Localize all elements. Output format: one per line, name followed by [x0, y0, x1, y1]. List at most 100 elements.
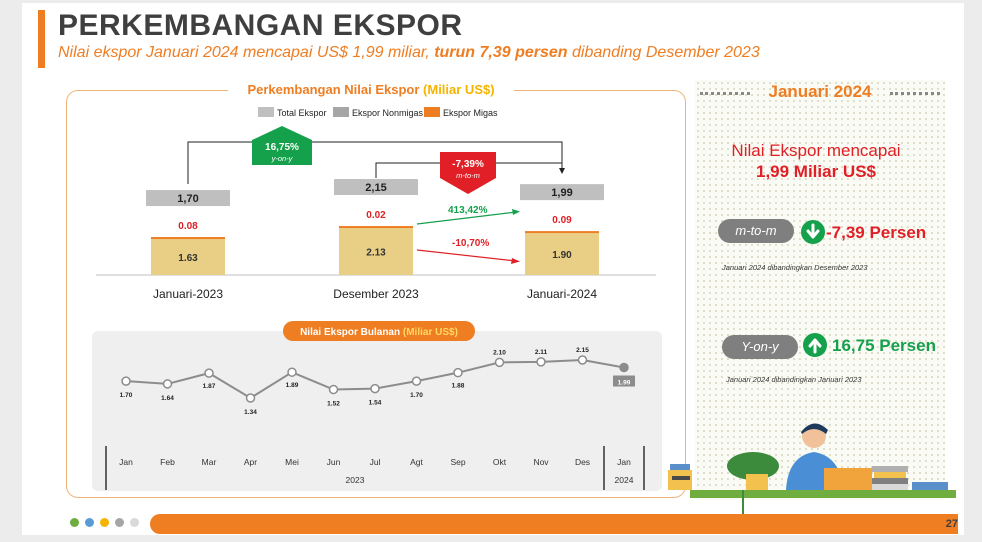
mtm-badge-value: -7,39% — [452, 159, 484, 170]
total-box-0 — [146, 190, 230, 207]
yoy-badge — [252, 126, 312, 165]
month-label-1: Feb — [160, 457, 175, 467]
page-number: 27 — [945, 518, 958, 530]
bar-legend: Total Ekspor Ekspor Nonmigas Ekspor Miga… — [258, 107, 498, 118]
line-point-10 — [536, 357, 546, 367]
line-label-0: 1.70 — [120, 392, 133, 399]
label-total-2: 1,99 — [551, 187, 572, 199]
dot-blue — [85, 518, 94, 527]
line-point-9 — [494, 357, 505, 368]
month-label-11: Des — [575, 457, 590, 467]
legend-swatch-nonmigas — [333, 107, 349, 117]
line-point-6 — [370, 383, 380, 394]
legend-label-nonmigas: Ekspor Nonmigas — [352, 108, 424, 118]
mtm-note: Januari 2024 dibandingkan Desember 2023 — [722, 263, 868, 272]
total-box-1 — [334, 179, 418, 196]
line-point-5 — [328, 384, 339, 395]
page-title: PERKEMBANGAN EKSPOR — [58, 9, 463, 42]
month-label-10: Nov — [533, 457, 549, 467]
category-label-1: Desember 2023 — [333, 287, 419, 301]
page-subtitle: Nilai ekspor Januari 2024 mencapai US$ 1… — [58, 44, 760, 61]
up-arrow-icon — [803, 333, 827, 357]
line-label-6: 1.54 — [369, 400, 382, 407]
line-chart-title: Nilai Ekspor Bulanan (Miliar US$) — [300, 327, 458, 338]
line-point-12 — [619, 362, 629, 373]
dot-lightgray — [130, 518, 139, 527]
total-box-2 — [520, 184, 604, 201]
month-label-5: Jun — [327, 457, 341, 467]
bar-nonmigas-0 — [151, 239, 225, 275]
year-label-2023: 2023 — [346, 475, 365, 485]
line-point-11 — [577, 355, 588, 365]
worker-illustration — [668, 423, 956, 516]
bar-migas-0 — [151, 237, 225, 240]
line-chart: 1.70 1.64 1.87 1.34 1.89 1.52 1.54 1.70 1.88 2.10… — [120, 347, 635, 416]
yoy-badge-value: 16,75% — [265, 142, 299, 153]
label-nonmigas-0: 1.63 — [178, 253, 198, 264]
label-nonmigas-2: 1.90 — [552, 250, 572, 261]
mtm-value: -7,39 Persen — [826, 223, 927, 242]
mtm-pill: m-to-m — [718, 219, 794, 243]
progress-dots — [70, 518, 139, 527]
legend-swatch-migas — [424, 107, 440, 117]
line-last-box — [613, 375, 635, 387]
line-chart-title-pill — [283, 321, 475, 341]
line-label-1: 1.64 — [161, 395, 174, 402]
nonmigas-change-label: -10,70% — [452, 238, 489, 249]
line-label-10: 2.11 — [535, 349, 548, 356]
bar-migas-2 — [525, 231, 599, 234]
month-label-3: Apr — [244, 457, 257, 467]
title-accent — [38, 10, 45, 68]
line-label-11: 2.15 — [576, 347, 589, 354]
comparison-connectors — [187, 141, 563, 184]
month-axis — [105, 446, 645, 490]
yoy-pill: Y-on-y — [722, 335, 798, 359]
down-arrow-icon — [801, 220, 825, 244]
label-migas-1: 0.02 — [366, 210, 386, 221]
bar-chart-title: Perkembangan Nilai Ekspor (Miliar US$) — [247, 82, 494, 97]
month-label-6: Jul — [370, 457, 381, 467]
label-total-0: 1,70 — [177, 193, 198, 205]
month-label-8: Sep — [450, 457, 465, 467]
migas-change-arrow — [416, 211, 517, 225]
year-label-2024: 2024 — [615, 475, 634, 485]
legend-swatch-total — [258, 107, 274, 117]
mtm-badge-label: m-to-m — [456, 171, 480, 180]
month-label-12: Jan — [617, 457, 631, 467]
line-point-3 — [245, 393, 256, 403]
dot-gray — [115, 518, 124, 527]
dot-yellow — [100, 518, 109, 527]
line-label-9: 2.10 — [493, 349, 506, 356]
bar-migas-1 — [339, 226, 413, 229]
nonmigas-change-arrow — [416, 249, 517, 262]
yoy-value: 16,75 Persen — [832, 336, 936, 355]
label-nonmigas-1: 2.13 — [366, 248, 386, 259]
label-migas-2: 0.09 — [552, 215, 572, 226]
month-label-2: Mar — [202, 457, 217, 467]
bar-nonmigas-2 — [525, 233, 599, 275]
line-label-5: 1.52 — [327, 401, 340, 408]
month-label-0: Jan — [119, 457, 133, 467]
line-point-1 — [162, 379, 173, 389]
category-label-2: Januari-2024 — [527, 287, 597, 301]
line-label-2: 1.87 — [203, 383, 216, 390]
summary-title: Januari 2024 — [700, 82, 940, 102]
line-label-8: 1.88 — [452, 383, 465, 390]
month-label-4: Mei — [285, 457, 299, 467]
footer-bar — [150, 514, 958, 534]
dot-green — [70, 518, 79, 527]
line-point-4 — [287, 367, 297, 377]
line-point-0 — [121, 376, 131, 386]
legend-label-migas: Ekspor Migas — [443, 108, 498, 118]
yoy-badge-label: y-on-y — [271, 154, 294, 163]
line-label-4: 1.89 — [286, 382, 299, 389]
line-point-2 — [204, 368, 214, 378]
label-total-1: 2,15 — [365, 182, 386, 194]
summary-text: Nilai Ekspor mencapai 1,99 Miliar US$ — [731, 141, 901, 181]
migas-change-label: 413,42% — [448, 205, 488, 216]
line-label-7: 1.70 — [410, 392, 423, 399]
line-label-12: 1.99 — [618, 380, 631, 387]
line-chart-panel — [92, 331, 662, 491]
month-label-9: Okt — [493, 457, 507, 467]
